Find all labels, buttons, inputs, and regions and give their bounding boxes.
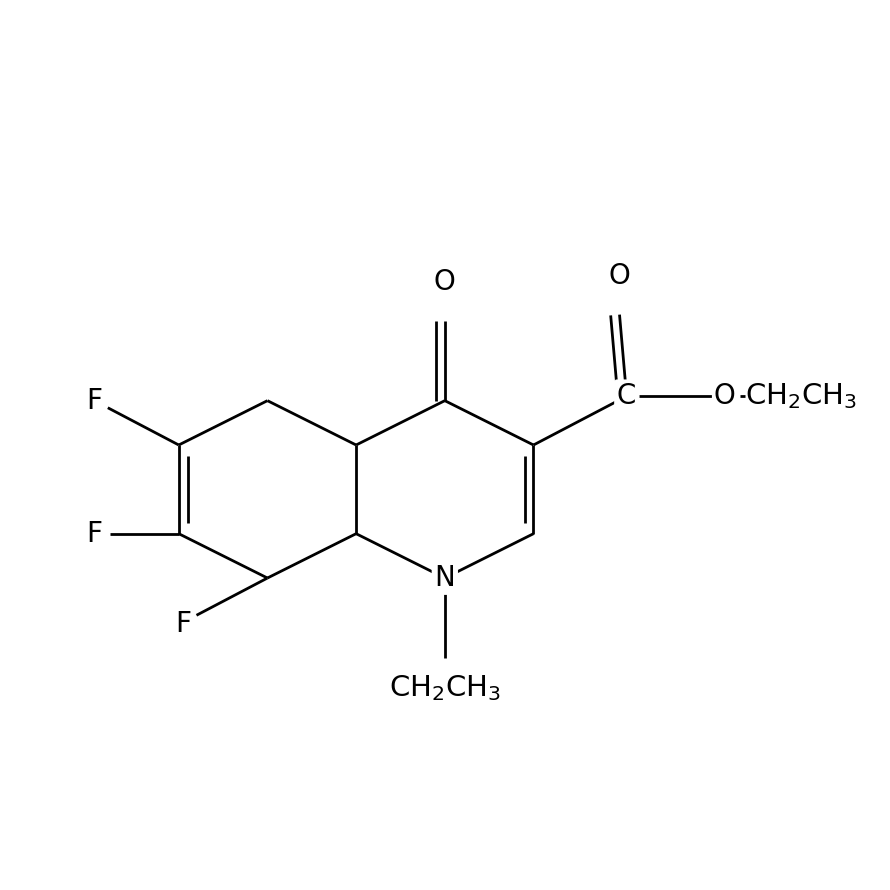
Text: $\mathregular{CH_2CH_3}$: $\mathregular{CH_2CH_3}$ [389, 673, 501, 703]
Text: N: N [434, 564, 455, 592]
Text: O: O [434, 268, 456, 296]
Text: O: O [609, 262, 630, 290]
Text: F: F [86, 520, 102, 547]
Text: F: F [86, 386, 102, 415]
Text: O: O [713, 382, 735, 410]
Text: C: C [617, 382, 636, 410]
Text: $\mathregular{CH_2CH_3}$: $\mathregular{CH_2CH_3}$ [745, 381, 857, 411]
Text: F: F [175, 611, 191, 638]
